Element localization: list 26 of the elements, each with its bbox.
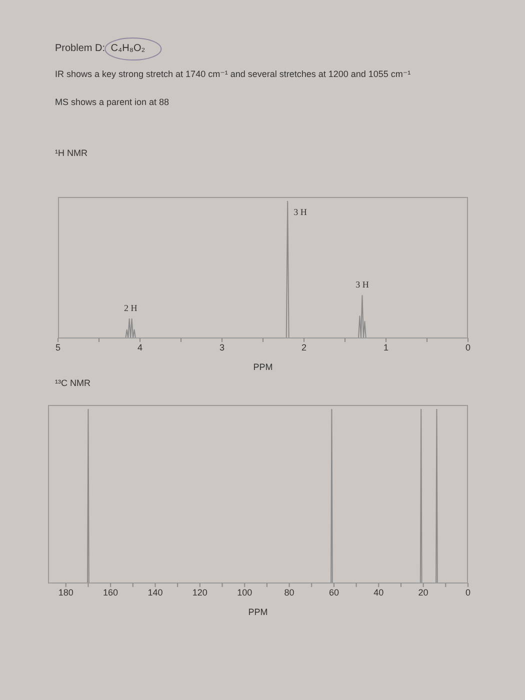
- x-tick-label: 1: [383, 342, 389, 352]
- x-tick-label: 0: [465, 342, 471, 352]
- text: IR shows a key strong stretch at 1740 cm⁻¹ and several stretches at 1200 and 1055 cm⁻¹: [55, 69, 411, 79]
- annotation: 3 H: [356, 280, 370, 290]
- x-axis-title: PPM: [253, 362, 273, 372]
- x-tick-label: 120: [192, 587, 208, 598]
- x-axis-title: PPM: [248, 607, 268, 617]
- x-tick-label: 140: [148, 587, 163, 598]
- x-tick-label: 60: [328, 587, 339, 598]
- x-tick-label: 4: [137, 342, 143, 352]
- x-tick-label: 100: [237, 587, 252, 598]
- x-tick-label: 180: [58, 587, 74, 598]
- x-tick-label: 40: [374, 587, 384, 598]
- annotation: 2 H: [124, 302, 138, 313]
- annotation: 3 H: [294, 207, 308, 217]
- x-tick-label: 2: [301, 342, 307, 352]
- text: Problem D: C₄H₈O₂: [55, 43, 146, 54]
- chart-title: ¹³C NMR: [55, 378, 90, 388]
- x-tick-label: 160: [103, 587, 118, 598]
- x-tick-label: 20: [418, 587, 428, 598]
- x-tick-label: 5: [55, 342, 61, 352]
- x-tick-label: 0: [465, 587, 471, 598]
- x-tick-label: 3: [219, 342, 225, 352]
- chart-title: ¹H NMR: [55, 148, 88, 158]
- x-tick-label: 80: [284, 587, 294, 598]
- text: MS shows a parent ion at 88: [55, 97, 170, 107]
